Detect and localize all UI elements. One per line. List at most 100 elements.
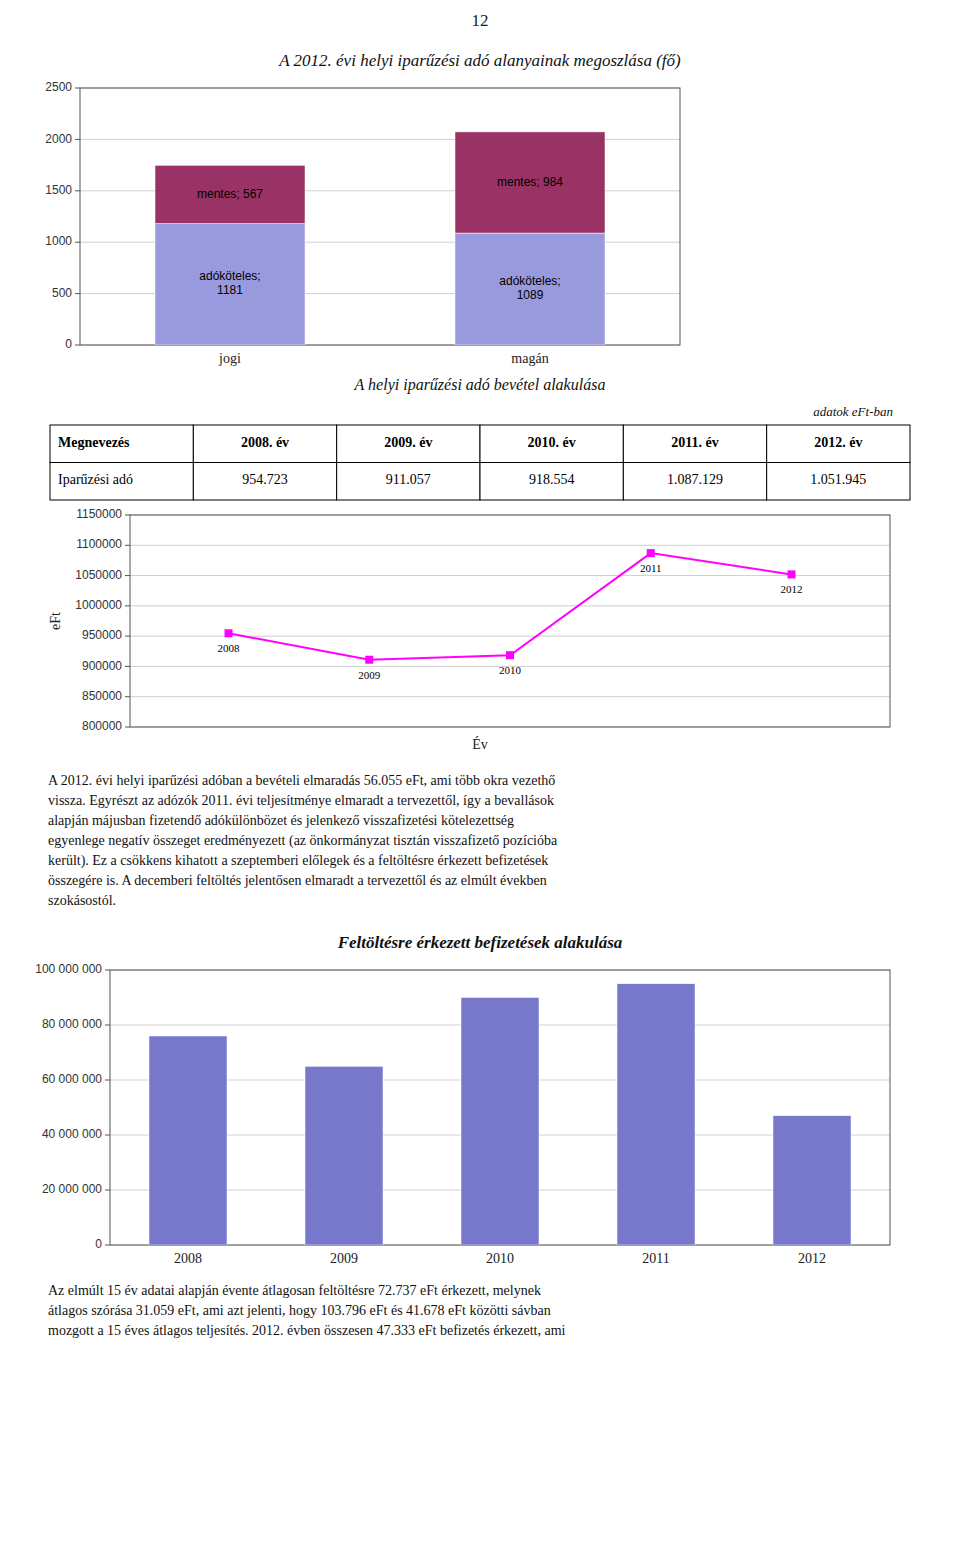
grid-line bbox=[130, 696, 890, 697]
text-line: adóköteles; bbox=[199, 269, 260, 283]
table-cell bbox=[337, 463, 480, 501]
labels: adóköteles;1181adóköteles;1089mentes; 56… bbox=[197, 175, 563, 303]
table-header: 2009. év bbox=[384, 435, 432, 450]
y-tick bbox=[75, 242, 80, 243]
marker bbox=[506, 651, 514, 659]
x-tick-label: magán bbox=[511, 351, 548, 366]
plot-background bbox=[80, 88, 680, 345]
line bbox=[229, 553, 792, 660]
bottom-text: Az elmúlt 15 év adatai alapján évente át… bbox=[48, 1283, 566, 1338]
plot-frame bbox=[110, 970, 890, 1245]
y-tick bbox=[75, 293, 80, 294]
y-axis-label: eFt bbox=[48, 612, 63, 630]
table-cell bbox=[50, 463, 193, 501]
marks bbox=[225, 549, 796, 664]
marker bbox=[365, 656, 373, 664]
x-tick-label: 2010 bbox=[486, 1251, 514, 1266]
y-tick bbox=[125, 575, 130, 576]
paragraph-line: került). Ez a csökkens kihatott a szepte… bbox=[48, 853, 548, 869]
x-tick-label: 2009 bbox=[330, 1251, 358, 1266]
y-tick bbox=[105, 1080, 110, 1081]
bar bbox=[305, 1066, 383, 1245]
y-tick-label: 1000000 bbox=[75, 598, 122, 612]
data-label: adóköteles;1181 bbox=[199, 269, 260, 297]
table: A helyi iparűzési adó bevétel alakulásaa… bbox=[50, 376, 910, 500]
table-value: 1.087.129 bbox=[667, 472, 723, 487]
text-line: 1181 bbox=[217, 284, 243, 298]
y-tick bbox=[105, 1135, 110, 1136]
x-tick-label: jogi bbox=[218, 351, 241, 366]
grid-line bbox=[130, 575, 890, 576]
y-tick bbox=[125, 696, 130, 697]
table-value: 918.554 bbox=[529, 472, 575, 487]
y-tick bbox=[125, 545, 130, 546]
table-cell bbox=[767, 425, 910, 463]
bar bbox=[617, 984, 695, 1245]
y-tick-label: 500 bbox=[52, 286, 72, 300]
y-tick-label: 1050000 bbox=[75, 568, 122, 582]
marks bbox=[155, 132, 605, 345]
paragraph-line: egyenlege negatív összeget eredményezett… bbox=[48, 833, 558, 849]
x-axis-label: Év bbox=[472, 736, 488, 752]
y-tick-label: 20 000 000 bbox=[42, 1182, 102, 1196]
y-tick-label: 40 000 000 bbox=[42, 1127, 102, 1141]
table-cell bbox=[480, 425, 623, 463]
y-tick-label: 80 000 000 bbox=[42, 1017, 102, 1031]
table-cell bbox=[480, 463, 623, 501]
x-tick-label: 2011 bbox=[642, 1251, 669, 1266]
grid-line bbox=[130, 545, 890, 546]
y-tick bbox=[125, 605, 130, 606]
y-tick-label: 950000 bbox=[82, 628, 122, 642]
bar bbox=[155, 165, 305, 223]
data-label: mentes; 567 bbox=[197, 187, 263, 201]
marker bbox=[225, 629, 233, 637]
page: 12A 2012. évi helyi iparűzési adó alanya… bbox=[0, 0, 960, 1553]
x-tick-label: 2008 bbox=[174, 1251, 202, 1266]
y-tick-label: 100 000 000 bbox=[35, 962, 102, 976]
y-tick bbox=[75, 88, 80, 89]
table-value: 1.051.945 bbox=[810, 472, 866, 487]
y-tick-label: 0 bbox=[65, 337, 72, 351]
table-value: 911.057 bbox=[386, 472, 431, 487]
paragraph-line: szokásostól. bbox=[48, 893, 116, 908]
y-tick-label: 0 bbox=[95, 1237, 102, 1251]
paragraph-line: A 2012. évi helyi iparűzési adóban a bev… bbox=[48, 773, 555, 788]
y-tick bbox=[125, 727, 130, 728]
y-tick-label: 1100000 bbox=[76, 537, 122, 551]
text-line: 1089 bbox=[517, 288, 544, 302]
chart-title: Feltöltésre érkezett befizetések alakulá… bbox=[337, 933, 623, 952]
marker bbox=[787, 570, 795, 578]
point-label: 2012 bbox=[780, 583, 802, 595]
point-label: 2011 bbox=[640, 562, 662, 574]
y-tick bbox=[105, 1245, 110, 1246]
bar bbox=[155, 224, 305, 345]
y-tick bbox=[75, 139, 80, 140]
point-label: 2008 bbox=[218, 642, 241, 654]
table-cell bbox=[193, 425, 336, 463]
table-header: 2008. év bbox=[241, 435, 289, 450]
y-tick bbox=[105, 1190, 110, 1191]
bottom-line: Az elmúlt 15 év adatai alapján évente át… bbox=[48, 1283, 541, 1298]
y-tick-label: 2000 bbox=[45, 132, 72, 146]
table-value: Iparűzési adó bbox=[58, 472, 133, 487]
text-line: adóköteles; bbox=[499, 274, 560, 288]
table-cell bbox=[623, 425, 766, 463]
y-tick bbox=[125, 636, 130, 637]
bar bbox=[773, 1116, 851, 1245]
y-tick-label: 60 000 000 bbox=[42, 1072, 102, 1086]
bar bbox=[461, 998, 539, 1246]
paragraph-line: vissza. Egyrészt az adózók 2011. évi tel… bbox=[48, 793, 554, 808]
chart-title: A 2012. évi helyi iparűzési adó alanyain… bbox=[278, 51, 681, 70]
marker bbox=[647, 549, 655, 557]
point-label: 2009 bbox=[358, 669, 381, 681]
bottom-line: mozgott a 15 éves átlagos teljesítés. 20… bbox=[48, 1323, 566, 1338]
bar bbox=[149, 1036, 227, 1245]
table-cell bbox=[50, 425, 193, 463]
table-cell bbox=[767, 463, 910, 501]
chart: Feltöltésre érkezett befizetések alakulá… bbox=[35, 933, 890, 1266]
y-tick-label: 2500 bbox=[45, 80, 72, 94]
table-cell bbox=[337, 425, 480, 463]
x-tick-label: 2012 bbox=[798, 1251, 826, 1266]
bottom-line: átlagos szórása 31.059 eFt, ami azt jele… bbox=[48, 1303, 551, 1318]
bar bbox=[455, 233, 605, 345]
